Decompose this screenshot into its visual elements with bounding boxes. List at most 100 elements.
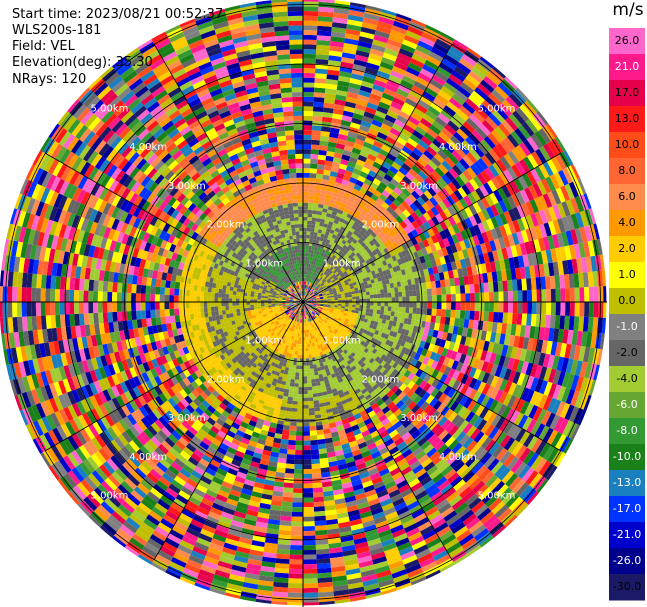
- radar-gate: [311, 378, 316, 384]
- radar-gate: [446, 50, 462, 62]
- radar-gate: [465, 293, 471, 302]
- radar-gate: [358, 244, 364, 250]
- radar-gate: [497, 187, 508, 201]
- radar-gate: [323, 97, 336, 104]
- radar-gate: [587, 271, 594, 288]
- radar-gate: [412, 296, 417, 302]
- radar-gate: [354, 163, 364, 172]
- radar-gate: [288, 367, 293, 372]
- radar-gate: [305, 277, 307, 282]
- radar-gate: [316, 274, 321, 279]
- radar-gate: [359, 85, 373, 94]
- radar-gate: [371, 237, 378, 244]
- radar-gate: [314, 192, 321, 197]
- radar-gate: [402, 39, 418, 50]
- radar-gate: [371, 243, 378, 250]
- radar-gate: [303, 115, 313, 121]
- radar-gate: [381, 260, 388, 266]
- radar-gate: [362, 115, 374, 124]
- radar-gate: [388, 34, 404, 44]
- radar-gate: [447, 216, 457, 227]
- radar-gate: [412, 107, 426, 118]
- radar-gate: [397, 286, 402, 292]
- radar-gate: [392, 20, 409, 31]
- radar-gate: [309, 361, 313, 366]
- radar-gate: [411, 177, 422, 188]
- radar-gate: [323, 201, 330, 207]
- radar-gate: [596, 238, 603, 255]
- radar-gate: [450, 261, 458, 271]
- radar-gate: [330, 298, 335, 301]
- radar-gate: [318, 259, 322, 264]
- radar-gate: [355, 299, 360, 302]
- radar-gate: [412, 302, 417, 308]
- radar-gate: [328, 270, 333, 275]
- radar-gate: [317, 154, 327, 161]
- radar-gate: [317, 279, 321, 284]
- radar-gate: [316, 262, 321, 267]
- radar-gate: [308, 296, 312, 299]
- radar-gate: [405, 184, 415, 194]
- radar-gate: [400, 280, 405, 287]
- radar-gate: [304, 295, 306, 300]
- radar-gate: [461, 184, 472, 196]
- radar-gate: [348, 294, 353, 298]
- radar-gate: [332, 222, 338, 228]
- radar-gate: [291, 526, 303, 532]
- radar-gate: [493, 238, 502, 251]
- radar-gate: [371, 222, 379, 230]
- radar-gate: [315, 378, 320, 383]
- radar-gate: [303, 184, 310, 189]
- radar-gate: [323, 223, 329, 228]
- radar-gate: [304, 288, 306, 293]
- radar-gate: [516, 231, 525, 244]
- radar-gate: [330, 297, 335, 300]
- radar-gate: [319, 135, 330, 142]
- radar-gate: [319, 287, 324, 291]
- radar-gate: [319, 140, 329, 147]
- radar-gate: [403, 217, 412, 227]
- radar-gate: [367, 210, 375, 217]
- radar-gate: [550, 288, 556, 302]
- radar-gate: [287, 592, 303, 598]
- radar-gate: [314, 228, 319, 233]
- radar-gate: [404, 248, 411, 256]
- radar-gate: [387, 182, 397, 191]
- radar-gate: [522, 254, 530, 267]
- radar-gate: [584, 209, 594, 226]
- radar-gate: [354, 290, 359, 294]
- radar-gate: [513, 177, 525, 192]
- radar-gate: [341, 239, 347, 245]
- radar-gate: [353, 184, 362, 192]
- radar-gate: [480, 263, 487, 274]
- radar-gate: [405, 296, 410, 302]
- radar-gate: [433, 152, 445, 164]
- radar-gate: [318, 145, 328, 151]
- radar-gate: [565, 288, 571, 302]
- radar-gate: [546, 289, 552, 302]
- radar-gate: [307, 289, 310, 293]
- radar-gate: [588, 286, 594, 302]
- radar-gate: [296, 422, 303, 427]
- radar-gate: [503, 291, 509, 302]
- radar-gate: [409, 133, 421, 144]
- radar-gate: [316, 296, 320, 299]
- radar-gate: [332, 259, 337, 264]
- radar-gate: [387, 194, 396, 203]
- radar-gate: [354, 262, 360, 268]
- radar-gate: [311, 139, 320, 146]
- radar-gate: [315, 239, 320, 244]
- radar-gate: [389, 250, 395, 257]
- radar-gate: [289, 559, 303, 565]
- radar-gate: [311, 288, 314, 292]
- radar-gate: [495, 174, 506, 188]
- radar-gate: [560, 288, 566, 302]
- radar-gate: [303, 394, 309, 398]
- radar-gate: [400, 128, 413, 138]
- radar-gate: [484, 292, 490, 302]
- radar-gate: [381, 56, 396, 66]
- radar-gate: [360, 282, 365, 287]
- radar-gate: [583, 193, 592, 210]
- radar-gate: [347, 259, 353, 265]
- radar-gate: [339, 217, 345, 224]
